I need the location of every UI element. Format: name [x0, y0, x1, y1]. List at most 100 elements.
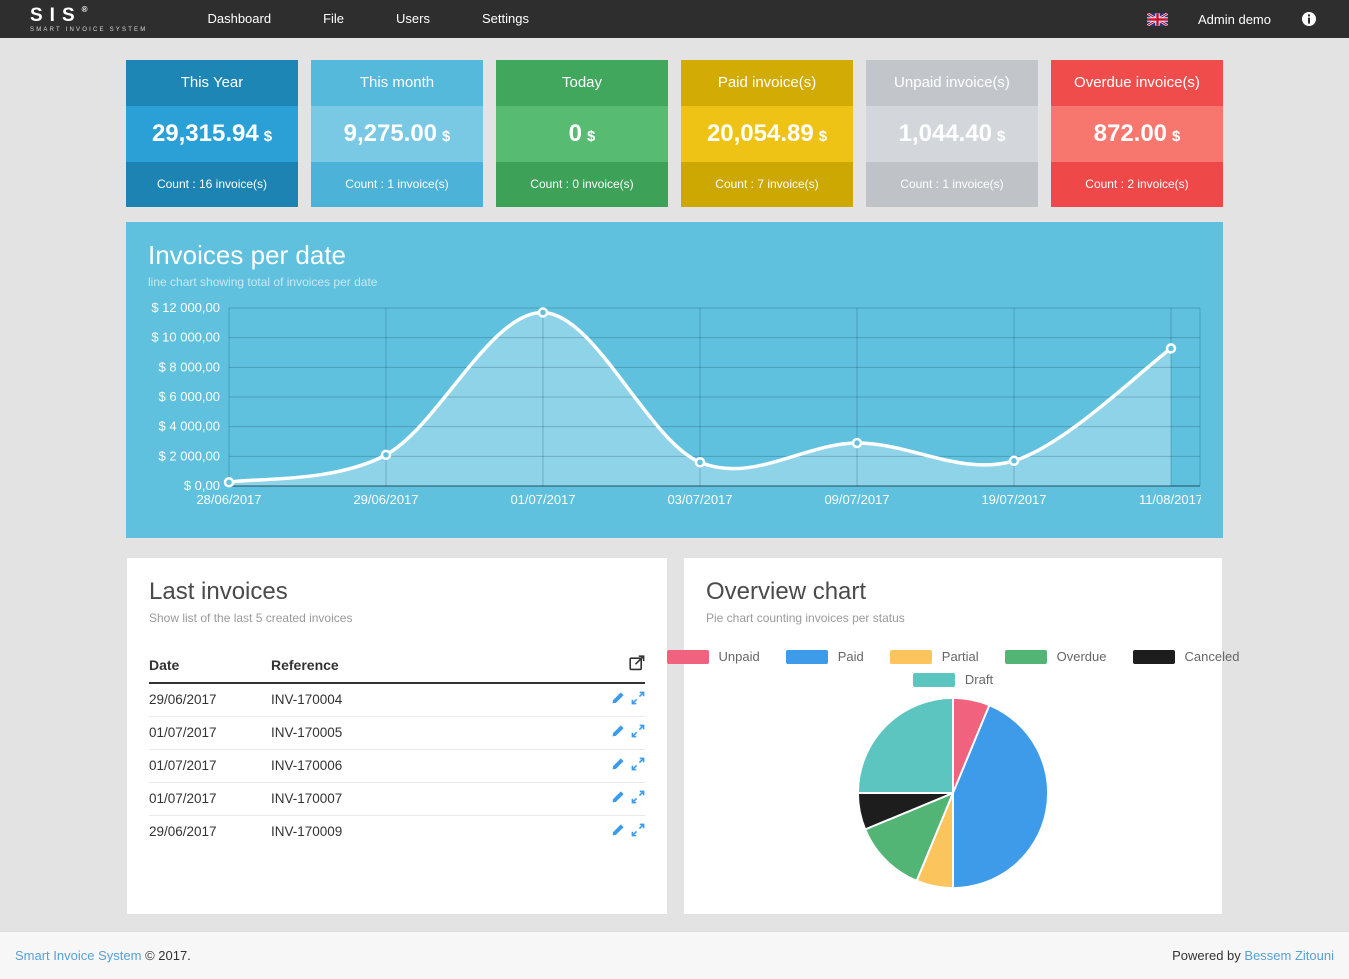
legend-swatch: [912, 672, 955, 687]
user-menu[interactable]: Admin demo: [1198, 11, 1271, 27]
y-axis-tick-label: $ 4 000,00: [159, 419, 220, 434]
invoice-reference: INV-170007: [271, 782, 585, 816]
stat-card-title: Unpaid invoice(s): [866, 60, 1038, 106]
data-point: [537, 307, 549, 318]
pie-slice-overdue: [864, 792, 954, 882]
edit-invoice-icon[interactable]: [611, 823, 625, 840]
navbar-right: Admin demo: [1147, 11, 1331, 27]
legend-item-unpaid[interactable]: Unpaid: [666, 649, 760, 664]
column-header-date: Date: [149, 649, 271, 684]
pie-legend: Unpaid Paid Partial Overdue Canceled Draft: [666, 649, 1239, 687]
edit-invoice-icon[interactable]: [611, 790, 625, 807]
stat-card-title: Today: [496, 60, 668, 106]
expand-invoice-icon[interactable]: [631, 757, 645, 774]
legend-label: Overdue: [1056, 649, 1107, 664]
invoice-row: 01/07/2017 INV-170005: [149, 716, 645, 750]
footer-powered-by: Powered by: [1172, 948, 1241, 963]
stat-card-count: Count : 0 invoice(s): [496, 162, 668, 207]
stat-card-value: 29,315.94 $: [126, 106, 298, 162]
legend-label: Canceled: [1184, 649, 1240, 664]
stat-card-value: 1,044.40 $: [866, 106, 1038, 162]
overview-chart-subtitle: Pie chart counting invoices per status: [706, 611, 905, 625]
invoice-reference: INV-170004: [271, 692, 343, 707]
invoice-actions: [585, 749, 645, 783]
invoice-row: 29/06/2017 INV-170004: [149, 683, 645, 717]
footer: Smart Invoice System © 2017. Powered by …: [0, 931, 1349, 979]
x-axis-tick-label: 01/07/2017: [510, 492, 575, 507]
column-header-reference: Reference: [271, 649, 585, 684]
legend-swatch: [666, 649, 709, 664]
brand-logo[interactable]: SIS® SMART INVOICE SYSTEM: [30, 4, 147, 33]
x-axis-tick-label: 28/06/2017: [196, 492, 261, 507]
status-pie-chart: [856, 696, 1050, 890]
legend-item-partial[interactable]: Partial: [889, 649, 979, 664]
nav-item-settings[interactable]: Settings: [481, 11, 529, 26]
invoice-actions: [585, 782, 645, 816]
stat-card-title: Paid invoice(s): [681, 60, 853, 106]
invoice-actions: [585, 716, 645, 750]
nav-item-users[interactable]: Users: [396, 11, 430, 26]
expand-invoice-icon[interactable]: [631, 724, 645, 741]
footer-copyright: © 2017.: [145, 948, 191, 963]
invoice-reference: INV-170009: [271, 815, 585, 848]
stat-cards-row: This Year 29,315.94 $ Count : 16 invoice(s)…: [126, 60, 1223, 207]
y-axis-tick-label: $ 10 000,00: [151, 330, 220, 345]
invoice-reference: INV-170006: [271, 749, 585, 783]
edit-invoice-icon[interactable]: [611, 691, 625, 708]
legend-label: Draft: [964, 672, 994, 687]
registered-mark: ®: [81, 4, 88, 14]
legend-row: Unpaid Paid Partial Overdue Canceled: [666, 649, 1240, 664]
invoice-date: 29/06/2017: [149, 692, 217, 707]
legend-item-canceled[interactable]: Canceled: [1132, 649, 1240, 664]
x-axis-tick-label: 11/08/2017: [1139, 492, 1201, 507]
stat-card-value: 872.00 $: [1051, 106, 1223, 162]
overview-chart-panel: Overview chart Pie chart counting invoic…: [666, 557, 1239, 915]
edit-invoice-icon[interactable]: [611, 757, 625, 774]
invoices-per-date-panel: Invoices per date line chart showing tot…: [126, 222, 1223, 538]
x-axis-tick-label: 19/07/2017: [981, 492, 1046, 507]
legend-item-paid[interactable]: Paid: [785, 649, 864, 664]
nav-item-file[interactable]: File: [323, 11, 345, 26]
expand-invoice-icon[interactable]: [631, 691, 645, 708]
legend-label: Partial: [941, 649, 979, 664]
overview-chart-title: Overview chart: [706, 578, 867, 605]
stat-card-this-year: This Year 29,315.94 $ Count : 16 invoice(s): [126, 60, 298, 207]
uk-flag-icon[interactable]: [1147, 12, 1169, 26]
y-axis-tick-label: $ 12 000,00: [151, 300, 220, 315]
invoice-date: 01/07/2017: [149, 716, 271, 750]
last-invoices-subtitle: Show list of the last 5 created invoices: [149, 611, 353, 625]
edit-invoice-icon[interactable]: [611, 724, 625, 741]
legend-label: Paid: [837, 649, 864, 664]
stat-card-title: This month: [311, 60, 483, 106]
stat-card-count: Count : 16 invoice(s): [126, 162, 298, 207]
brand-name: SIS®: [30, 4, 88, 26]
y-axis-tick-label: $ 6 000,00: [159, 389, 220, 404]
footer-author-link[interactable]: Bessem Zitouni: [1244, 948, 1334, 963]
invoices-line-chart: $ 12 000,00 $ 10 000,00 $ 8 000,00 $ 6 000,…: [151, 300, 1201, 507]
last-invoices-panel: Last invoices Show list of the last 5 cr…: [126, 557, 668, 915]
open-invoices-list-icon[interactable]: [629, 655, 645, 674]
invoice-date: 29/06/2017: [149, 815, 271, 848]
y-axis-tick-label: $ 8 000,00: [159, 359, 220, 374]
footer-app-link[interactable]: Smart Invoice System: [15, 948, 142, 963]
nav-item-dashboard[interactable]: Dashboard: [207, 11, 272, 26]
x-axis-tick-label: 09/07/2017: [824, 492, 889, 507]
stat-card-count: Count : 1 invoice(s): [311, 162, 483, 207]
stat-card-count: Count : 1 invoice(s): [866, 162, 1038, 207]
x-axis-tick-label: 29/06/2017: [353, 492, 418, 507]
last-invoices-table: Date Reference: [149, 649, 645, 848]
line-chart-area: [229, 312, 1171, 486]
invoice-reference: INV-170005: [271, 716, 585, 750]
legend-item-draft[interactable]: Draft: [912, 672, 994, 687]
stat-card-unpaid-invoice-s: Unpaid invoice(s) 1,044.40 $ Count : 1 invo…: [866, 60, 1038, 207]
legend-label: Unpaid: [718, 649, 760, 664]
info-icon[interactable]: [1301, 11, 1317, 27]
stat-card-paid-invoice-s: Paid invoice(s) 20,054.89 $ Count : 7 invoi…: [681, 60, 853, 207]
invoice-actions: [585, 683, 645, 717]
data-point: [694, 457, 706, 468]
invoice-row: 01/07/2017 INV-170006: [149, 749, 645, 783]
expand-invoice-icon[interactable]: [631, 823, 645, 840]
expand-invoice-icon[interactable]: [631, 790, 645, 807]
legend-item-overdue[interactable]: Overdue: [1004, 649, 1107, 664]
pie-slice-paid: [952, 704, 1050, 890]
